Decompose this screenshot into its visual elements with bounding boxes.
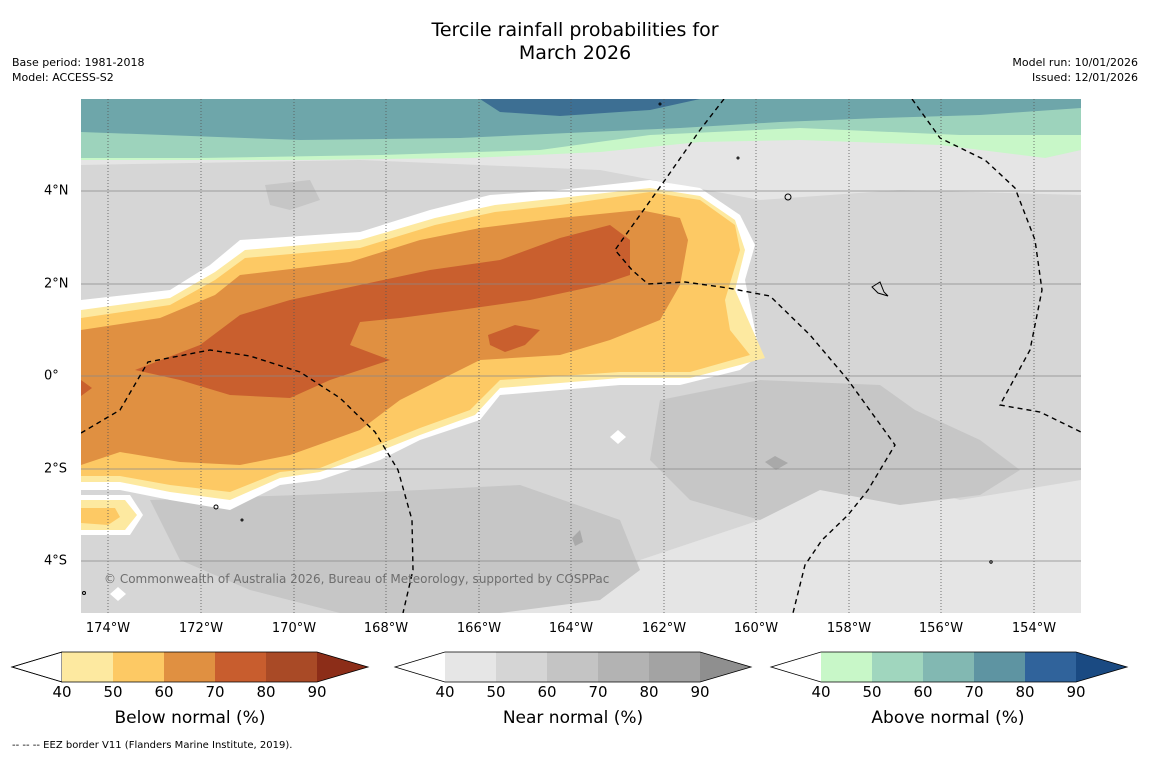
cbar2-tick: 40	[435, 683, 455, 701]
cbar3-tick: 60	[913, 683, 933, 701]
lat-label: 4°S	[44, 553, 68, 569]
colorbar-near-normal	[393, 651, 753, 683]
cbar2-tick: 70	[588, 683, 608, 701]
cbar3-tick: 90	[1066, 683, 1086, 701]
lon-label: 174°W	[85, 621, 131, 636]
islands	[82, 102, 993, 595]
cbar1-seg	[266, 652, 317, 682]
near-normal-70-patch	[765, 456, 788, 470]
below-normal-south-50	[81, 508, 120, 525]
meta-right: Model run: 10/01/2026 Issued: 12/01/2026	[1012, 55, 1138, 85]
near-normal-60-patch	[265, 180, 320, 210]
cbar3-tick: 80	[1015, 683, 1035, 701]
cbar3-seg	[872, 652, 923, 682]
lon-label: 164°W	[548, 621, 594, 636]
eez-borders	[81, 99, 1081, 613]
cbar2-upper-extend	[700, 652, 751, 682]
near-normal-60-region	[650, 380, 1020, 520]
colorbar-above-normal	[769, 651, 1129, 683]
base-period: Base period: 1981-2018	[12, 56, 145, 69]
issued-date: Issued: 12/01/2026	[1031, 71, 1138, 84]
white-patch-2	[110, 587, 126, 601]
cbar2-lower-extend	[395, 652, 445, 682]
below-normal-70-edge	[81, 380, 92, 396]
cbar2-tick: 60	[537, 683, 557, 701]
model-name: Model: ACCESS-S2	[12, 71, 114, 84]
below-normal-70-region	[135, 225, 630, 398]
above-normal-60-band	[81, 99, 1081, 140]
cbar1-tick: 70	[205, 683, 225, 701]
cbar1-tick: 90	[307, 683, 327, 701]
cbar3-lower-extend	[771, 652, 821, 682]
cbar1-tick: 80	[256, 683, 276, 701]
below-normal-70-patch	[488, 325, 540, 352]
near-normal-70-patch-2	[572, 530, 583, 546]
eez-legend-footer: -- -- -- EEZ border V11 (Flanders Marine…	[12, 740, 293, 751]
cbar1-lower-extend	[10, 651, 63, 683]
map-panel	[81, 99, 1081, 613]
lon-label: 172°W	[178, 621, 224, 636]
cbar1-tick: 50	[103, 683, 123, 701]
cbar2-seg	[547, 652, 598, 682]
cbar2-tick: 90	[690, 683, 710, 701]
cbar2-title: Near normal (%)	[502, 708, 644, 728]
lon-label: 170°W	[271, 621, 317, 636]
cbar1-tick: 40	[52, 683, 72, 701]
lon-label: 168°W	[363, 621, 409, 636]
cbar2-tick: 50	[486, 683, 506, 701]
lat-label: 2°S	[44, 461, 68, 477]
meta-left: Base period: 1981-2018 Model: ACCESS-S2	[12, 55, 144, 85]
cbar2-tick: 80	[639, 683, 659, 701]
lon-label: 154°W	[1011, 621, 1057, 636]
lat-label: 2°N	[44, 276, 69, 292]
cbar1-seg	[215, 652, 266, 682]
lat-label: 0°	[44, 368, 59, 384]
lon-label: 160°W	[733, 621, 779, 636]
cbar3-tick: 70	[964, 683, 984, 701]
lon-label: 166°W	[456, 621, 502, 636]
model-run: Model run: 10/01/2026	[1012, 56, 1138, 69]
cbar1-seg	[164, 652, 215, 682]
above-normal-70-band	[480, 99, 700, 116]
cbar3-seg	[974, 652, 1025, 682]
cbar3-seg	[821, 652, 872, 682]
cbar2-seg	[649, 652, 700, 682]
cbar1-tick: 60	[154, 683, 174, 701]
chart-title-line1: Tercile rainfall probabilities for	[431, 19, 719, 41]
lon-label: 162°W	[641, 621, 687, 636]
cbar1-upper-extend	[317, 652, 368, 682]
colorbar-below-normal	[10, 651, 370, 683]
cbar1-seg	[113, 652, 164, 682]
cbar1-title: Below normal (%)	[114, 708, 266, 728]
cbar2-seg	[496, 652, 547, 682]
cbar1-seg	[62, 652, 113, 682]
cbar3-tick: 50	[862, 683, 882, 701]
lat-label: 4°N	[44, 183, 69, 199]
cbar3-upper-extend	[1076, 652, 1127, 682]
cbar3-seg	[1025, 652, 1076, 682]
cbar3-tick: 40	[811, 683, 831, 701]
white-patch	[610, 430, 626, 444]
lon-label: 156°W	[918, 621, 964, 636]
near-normal-60-south	[150, 485, 640, 613]
cbar3-seg	[923, 652, 974, 682]
cbar2-seg	[445, 652, 496, 682]
lon-label: 158°W	[826, 621, 872, 636]
cbar3-title: Above normal (%)	[871, 708, 1025, 728]
cbar2-seg	[598, 652, 649, 682]
chart-title-line2: March 2026	[518, 42, 632, 64]
latitude-gridlines	[81, 190, 1081, 562]
map-copyright: © Commonwealth of Australia 2026, Bureau…	[104, 572, 610, 586]
